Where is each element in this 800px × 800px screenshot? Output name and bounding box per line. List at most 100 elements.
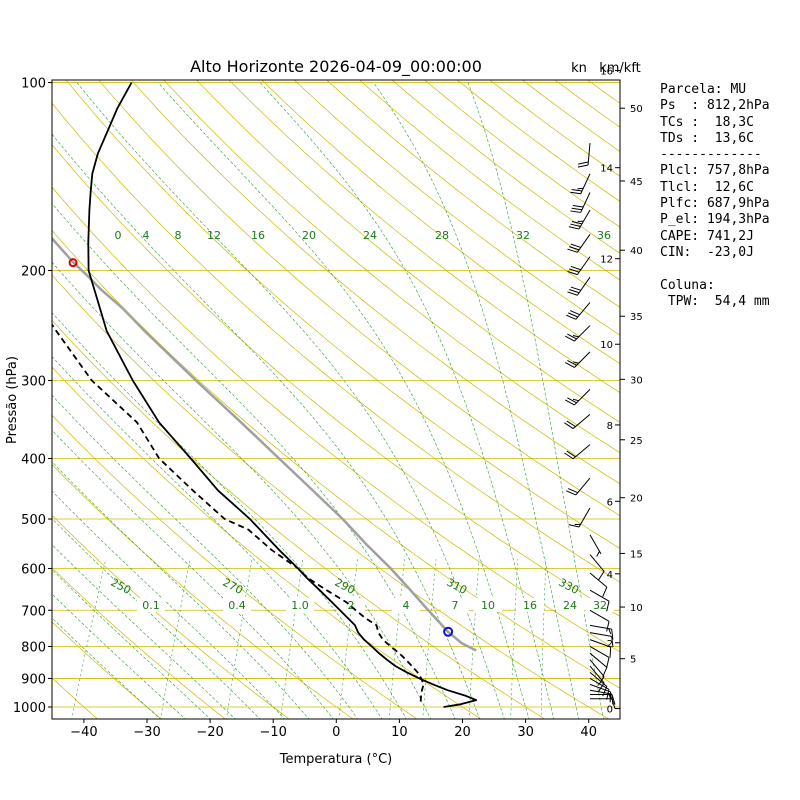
mixing-ratio-line xyxy=(226,559,253,719)
wind-barb xyxy=(577,143,591,168)
height-kft-label: 45 xyxy=(630,177,643,188)
x-tick-label: −40 xyxy=(70,725,97,740)
x-tick-label: −30 xyxy=(133,725,160,740)
mixing-ratio-label: 16 xyxy=(523,599,537,612)
mixing-ratio-label-bg xyxy=(137,598,165,612)
axes: −40 −30 −20 −10 0 10 20 30 401002003004005006007… xyxy=(13,66,643,740)
wind-barb xyxy=(589,554,605,581)
wind-barb xyxy=(589,609,610,632)
moist-adiabat-label: 4 xyxy=(143,229,150,242)
wind-barb xyxy=(565,351,591,368)
wind-barb xyxy=(589,632,614,647)
moist-adiabat-label: 12 xyxy=(207,229,221,242)
height-km-label: 2 xyxy=(607,639,613,650)
dry-adiabat-line xyxy=(52,229,620,689)
wind-barb xyxy=(589,646,610,668)
wind-barb xyxy=(567,276,591,296)
moist-adiabat-line xyxy=(52,544,236,719)
moist-adiabat-line xyxy=(467,82,604,719)
mixing-ratio-label: 10 xyxy=(481,599,495,612)
height-km-label: 14 xyxy=(600,164,613,175)
pressure-tick-label: 1000 xyxy=(13,701,46,716)
background-grid xyxy=(52,80,620,719)
wind-barb xyxy=(567,256,591,276)
mixing-ratio-line xyxy=(388,559,405,719)
height-km-label: 8 xyxy=(607,421,613,432)
moist-adiabat-line xyxy=(373,82,580,719)
wind-barb xyxy=(564,414,591,429)
x-tick-label: −20 xyxy=(196,725,223,740)
param-line: Plfc: 687,9hPa xyxy=(660,196,770,212)
moist-adiabat-line xyxy=(157,82,530,719)
dry-adiabat-line xyxy=(52,319,546,719)
el-marker xyxy=(68,258,78,268)
mixing-ratio-label: 24 xyxy=(563,599,577,612)
height-kft-label: 35 xyxy=(630,312,643,323)
wind-barb xyxy=(570,192,591,213)
height-kft-label: 10 xyxy=(630,603,643,614)
dry-adiabat-line xyxy=(52,621,162,719)
dry-adiabat-line xyxy=(130,80,620,485)
wind-barb xyxy=(589,624,614,640)
mixing-ratio-label-bg xyxy=(441,598,469,612)
param-line: CAPE: 741,2J xyxy=(660,228,754,244)
temperature-trace xyxy=(87,82,478,708)
param-line: CIN: -23,0J xyxy=(660,244,754,260)
moist-adiabat-label: 32 xyxy=(516,229,530,242)
param-line xyxy=(660,261,770,277)
moist-adiabat-line xyxy=(52,461,310,719)
pressure-tick-label: 600 xyxy=(21,562,46,577)
height-km-label: 10 xyxy=(600,340,613,351)
param-line: Ps : 812,2hPa xyxy=(660,98,770,114)
dry-adiabat-line xyxy=(52,567,226,719)
lcl-marker xyxy=(443,626,454,637)
pressure-tick-label: 800 xyxy=(21,640,46,655)
height-km-label: 16 xyxy=(600,66,613,77)
y-axis-label: Pressão (hPa) xyxy=(5,356,20,444)
x-tick-label: 20 xyxy=(454,725,471,740)
moist-adiabat-label: 20 xyxy=(302,229,316,242)
pressure-tick-label: 300 xyxy=(21,374,46,389)
dry-adiabat-line xyxy=(52,414,418,719)
pressure-tick-label: 700 xyxy=(21,604,46,619)
wind-barb xyxy=(570,173,591,195)
x-tick-label: 30 xyxy=(517,725,534,740)
mixing-ratio-label: 0.4 xyxy=(228,599,246,612)
mixing-ratio-line xyxy=(540,559,547,719)
param-line: Tlcl: 12,6C xyxy=(660,179,754,195)
dry-adiabat-line xyxy=(52,186,620,653)
param-line: TDs : 13,6C xyxy=(660,130,754,146)
mixing-ratio-label: 7 xyxy=(452,599,459,612)
param-line: TPW: 54,4 mm xyxy=(660,293,770,309)
dry-adiabat-line xyxy=(98,80,620,517)
mixing-ratio-label-bg xyxy=(556,598,584,612)
mixing-ratio-line xyxy=(468,559,480,719)
moist-adiabat-label: 16 xyxy=(251,229,265,242)
dry-adiabat-line xyxy=(261,80,620,365)
parcel-parameters-panel: Parcela: MU Ps : 812,2hPa TCs : 18,3C TDs :… xyxy=(660,82,770,310)
mixing-ratio-line xyxy=(338,559,358,719)
wind-barbs xyxy=(564,143,616,709)
param-line: P_el: 194,3hPa xyxy=(660,212,770,228)
param-line: ------------- xyxy=(660,147,762,163)
mixing-ratio-line xyxy=(510,559,519,719)
height-kft-label: 15 xyxy=(630,549,643,560)
wind-barb xyxy=(568,507,591,528)
chart-title: Alto Horizonte 2026-04-09_00:00:00 xyxy=(190,57,482,77)
moist-adiabat-line xyxy=(52,261,432,719)
wind-barb xyxy=(589,652,608,678)
moist-adiabat-line xyxy=(52,518,261,719)
height-units-label: km/kft xyxy=(599,61,641,76)
wind-barb xyxy=(565,389,591,406)
height-km-label: 6 xyxy=(607,497,613,508)
mixing-ratio-label-bg xyxy=(474,598,502,612)
wind-barb xyxy=(565,325,591,342)
height-kft-label: 25 xyxy=(630,436,643,447)
mixing-ratio-label: 1.0 xyxy=(291,599,309,612)
param-line: Coluna: xyxy=(660,277,715,293)
pressure-tick-label: 200 xyxy=(21,265,46,280)
dry-adiabat-line xyxy=(52,514,290,719)
moist-adiabat-line xyxy=(52,429,334,719)
dry-adiabat-line xyxy=(163,80,620,454)
